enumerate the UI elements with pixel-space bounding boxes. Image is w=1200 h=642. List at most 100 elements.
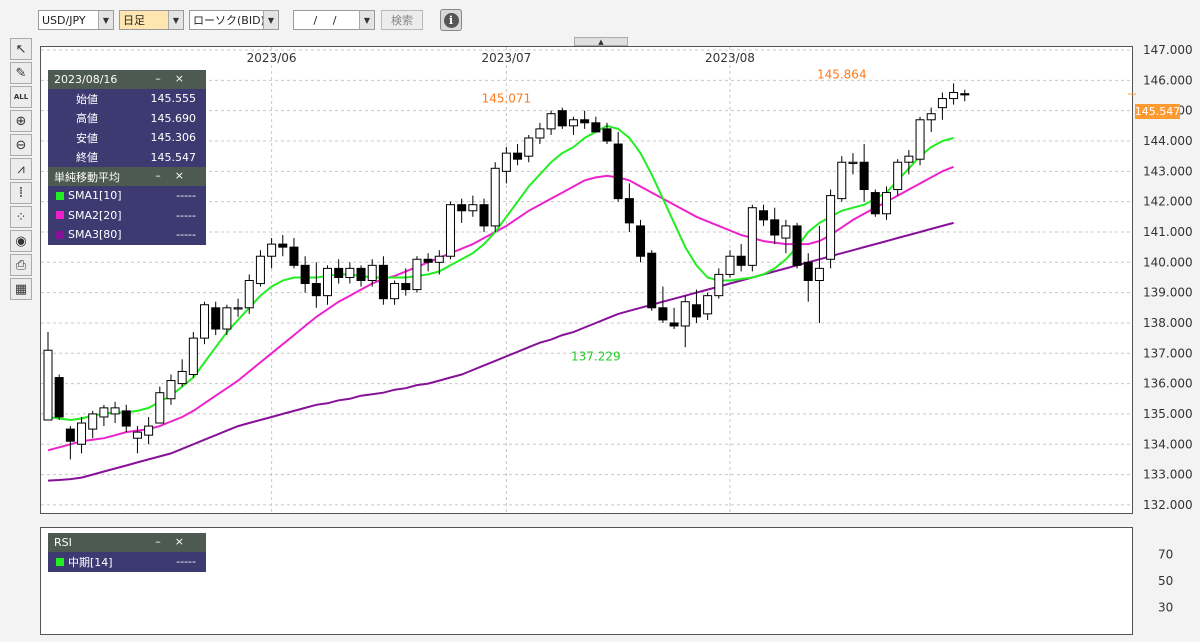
- candle-up: [490, 167, 500, 227]
- candle-up: [222, 307, 232, 330]
- candle-up: [915, 119, 925, 160]
- ohlc-label: 終値: [76, 151, 98, 165]
- candle-up: [826, 195, 836, 260]
- sma-panel-header: 単純移動平均 –×: [48, 167, 206, 186]
- candle-down: [54, 377, 64, 418]
- candle-up: [99, 407, 109, 418]
- rsi-title: RSI: [54, 536, 72, 549]
- chevron-down-icon[interactable]: ▼: [98, 11, 113, 29]
- chevron-down-icon[interactable]: ▼: [168, 11, 183, 29]
- candle-up: [255, 255, 265, 285]
- eye-icon[interactable]: ◉: [10, 230, 32, 252]
- info-icon: i: [443, 12, 459, 28]
- candle-down: [691, 304, 701, 318]
- candle-down: [647, 252, 657, 309]
- rsi-chart-panel[interactable]: [40, 527, 1133, 635]
- candle-down: [669, 322, 679, 327]
- panel-controls[interactable]: –×: [155, 72, 198, 85]
- table-icon[interactable]: ▦: [10, 278, 32, 300]
- rsi-tick-label: 30: [1158, 601, 1173, 615]
- y-tick-label: 136.000: [1143, 377, 1193, 391]
- candle-up: [501, 152, 511, 172]
- candle-up: [524, 137, 534, 157]
- x-tick-label: 2023/08: [705, 51, 755, 65]
- chart-type-select[interactable]: ローソク(BID) ▼: [189, 10, 279, 30]
- date-field[interactable]: / / ▼: [293, 10, 375, 30]
- candle-down: [613, 143, 623, 200]
- zoom-out-icon[interactable]: ⊖: [10, 134, 32, 156]
- sma-value: -----: [176, 228, 196, 242]
- candle-up: [110, 407, 120, 415]
- rsi-tick-label: 70: [1158, 548, 1173, 562]
- y-tick-label: 133.000: [1143, 468, 1193, 482]
- candle-up: [43, 349, 53, 421]
- trendline-icon[interactable]: ┋: [10, 182, 32, 204]
- candle-down: [736, 255, 746, 266]
- candle-up: [323, 267, 332, 297]
- candle-down: [636, 225, 646, 257]
- panel-controls[interactable]: –×: [155, 169, 198, 182]
- candle-up: [267, 243, 277, 257]
- ohlc-label: 高値: [76, 112, 98, 126]
- ohlc-value: 145.547: [150, 150, 197, 164]
- candle-up: [188, 337, 198, 376]
- candle-up: [88, 413, 98, 430]
- candle-down: [311, 283, 321, 297]
- y-tick-label: 143.000: [1143, 164, 1193, 178]
- pen-icon[interactable]: ✎: [10, 62, 32, 84]
- chevron-down-icon[interactable]: ▼: [263, 11, 278, 29]
- current-price-tag: 145.547: [1134, 104, 1181, 119]
- ohlc-label: 安値: [76, 131, 98, 145]
- print-icon[interactable]: ⎙: [10, 254, 32, 276]
- cursor-icon[interactable]: ↖: [10, 38, 32, 60]
- candle-up: [144, 425, 154, 436]
- candle-up: [445, 204, 455, 257]
- candle-up: [468, 204, 478, 212]
- candle-up: [412, 258, 422, 291]
- all-icon[interactable]: ALL: [10, 86, 32, 108]
- sma2-line: [47, 165, 954, 452]
- currency-pair-select[interactable]: USD/JPY ▼: [38, 10, 114, 30]
- indicator-icon[interactable]: ⩘: [10, 158, 32, 180]
- candle-up: [680, 301, 690, 327]
- y-tick-label: 135.000: [1143, 407, 1193, 421]
- candle-down: [870, 192, 880, 215]
- candle-down: [121, 410, 131, 427]
- rsi-value: -----: [176, 555, 196, 569]
- candle-down: [378, 264, 388, 300]
- candle-down: [457, 204, 467, 212]
- candle-down: [289, 246, 299, 266]
- candle-down: [792, 225, 802, 266]
- search-button[interactable]: 検索: [381, 10, 423, 30]
- pattern-icon[interactable]: ⁘: [10, 206, 32, 228]
- info-button[interactable]: i: [440, 9, 462, 31]
- zoom-in-icon[interactable]: ⊕: [10, 110, 32, 132]
- chevron-down-icon[interactable]: ▼: [359, 11, 374, 29]
- ohlc-row: 始値 145.555: [48, 89, 206, 109]
- candle-up: [747, 207, 757, 266]
- ohlc-label: 始値: [76, 92, 98, 106]
- ohlc-value: 145.555: [150, 92, 197, 106]
- candle-down: [423, 258, 433, 263]
- candle-down: [211, 307, 221, 330]
- candle-down: [300, 264, 310, 285]
- ohlc-value: 145.690: [150, 111, 197, 125]
- candle-down: [580, 119, 590, 124]
- collapse-panel-tab[interactable]: ▲: [574, 37, 628, 46]
- candle-up: [166, 380, 176, 400]
- candle-down: [770, 219, 780, 236]
- candle-down: [803, 261, 813, 282]
- candle-up: [814, 267, 824, 281]
- currency-pair-value: USD/JPY: [42, 13, 86, 27]
- ohlc-row: 終値 145.547: [48, 148, 206, 168]
- candle-up: [535, 128, 545, 139]
- candle-up: [904, 155, 914, 163]
- candle-up: [200, 304, 210, 339]
- sma-title: 単純移動平均: [54, 170, 120, 184]
- ohlc-value: 145.306: [150, 131, 197, 145]
- timeframe-select[interactable]: 日足 ▼: [119, 10, 184, 30]
- y-tick-label: 147.000: [1143, 43, 1193, 57]
- price-chart-panel[interactable]: [40, 46, 1133, 514]
- candle-down: [624, 198, 634, 224]
- panel-controls[interactable]: –×: [155, 535, 198, 548]
